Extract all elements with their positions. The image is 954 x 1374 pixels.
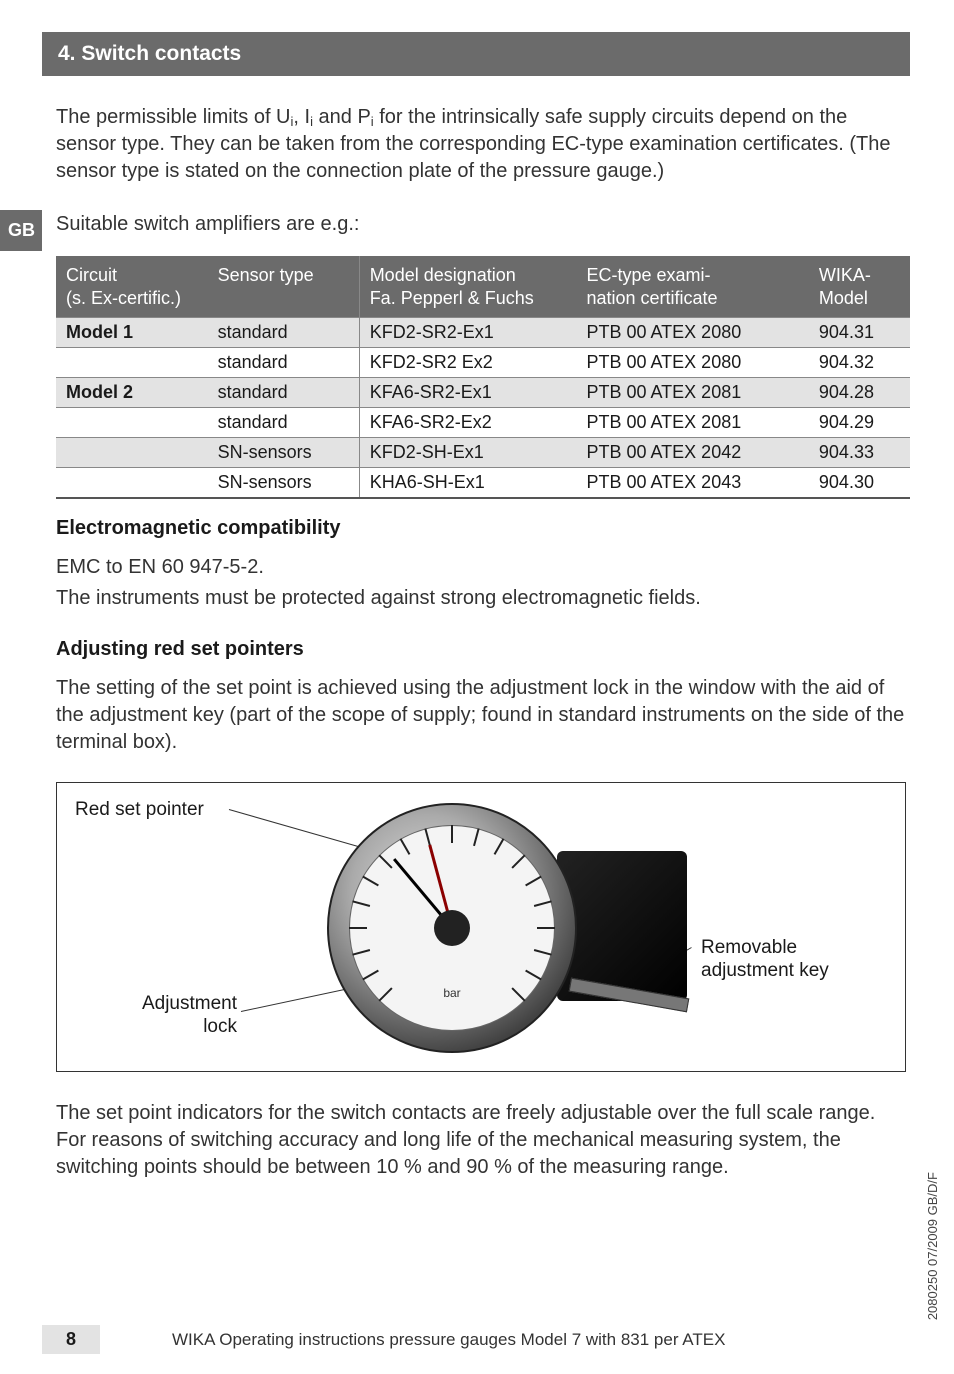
section-header: 4. Switch contacts: [42, 32, 910, 76]
cell-sensor: standard: [208, 348, 360, 378]
gauge-tick: [534, 900, 552, 907]
cell-circuit: [56, 408, 208, 438]
gauge-tick: [424, 828, 431, 846]
label-removable-key: Removable adjustment key: [701, 937, 829, 983]
page-number: 8: [42, 1325, 100, 1354]
diagram-frame: Red set pointer Adjustment lock Removabl…: [56, 782, 906, 1072]
gauge-tick: [494, 838, 505, 855]
gauge-tick: [362, 876, 379, 887]
cell-sensor: SN-sensors: [208, 438, 360, 468]
table-row: SN-sensorsKFD2-SH-Ex1PTB 00 ATEX 2042904…: [56, 438, 910, 468]
suitable-intro: Suitable switch amplifiers are e.g.:: [56, 211, 910, 238]
intro-paragraph: The permissible limits of Ui, Ii and Pi …: [56, 104, 910, 185]
cell-designation: KFD2-SR2-Ex1: [359, 318, 576, 348]
gauge-tick: [525, 970, 542, 981]
cell-wika-model: 904.28: [809, 378, 910, 408]
gauge-tick: [473, 828, 480, 846]
gauge-tick: [352, 949, 370, 956]
cell-wika-model: 904.33: [809, 438, 910, 468]
th-sensor: Sensor type: [208, 256, 360, 318]
footer-title: WIKA Operating instructions pressure gau…: [100, 1330, 725, 1350]
gauge-tick: [537, 927, 555, 929]
gauge-face: bar: [349, 825, 555, 1031]
gauge-tick: [378, 987, 392, 1001]
th-designation: Model designation Fa. Pepperl & Fuchs: [359, 256, 576, 318]
document-id-vertical: 2080250 07/2009 GB/D/F: [925, 1172, 940, 1320]
cell-sensor: SN-sensors: [208, 468, 360, 499]
cell-sensor: standard: [208, 378, 360, 408]
cell-designation: KFD2-SH-Ex1: [359, 438, 576, 468]
label-adjustment-lock: Adjustment lock: [117, 993, 237, 1039]
section-number: 4.: [58, 42, 76, 65]
setpoint-paragraph: The set point indicators for the switch …: [56, 1100, 910, 1181]
gauge-tick: [511, 854, 525, 868]
emc-line1: EMC to EN 60 947-5-2.: [56, 554, 910, 581]
table-row: Model 2standardKFA6-SR2-Ex1PTB 00 ATEX 2…: [56, 378, 910, 408]
emc-line2: The instruments must be protected agains…: [56, 585, 910, 612]
cell-designation: KFD2-SR2 Ex2: [359, 348, 576, 378]
gauge-tick: [400, 838, 411, 855]
page-footer: 8 WIKA Operating instructions pressure g…: [0, 1325, 954, 1354]
amplifier-table: Circuit (s. Ex-certific.) Sensor type Mo…: [56, 256, 910, 499]
cell-circuit: [56, 348, 208, 378]
table-row: Model 1standardKFD2-SR2-Ex1PTB 00 ATEX 2…: [56, 318, 910, 348]
gauge-diagram: Red set pointer Adjustment lock Removabl…: [56, 782, 910, 1072]
gauge-tick: [525, 876, 542, 887]
cell-ec-cert: PTB 00 ATEX 2080: [576, 348, 808, 378]
gauge-hub: [434, 910, 470, 946]
th-circuit: Circuit (s. Ex-certific.): [56, 256, 208, 318]
cell-wika-model: 904.32: [809, 348, 910, 378]
gauge-tick: [352, 900, 370, 907]
th-ec-cert: EC-type exami- nation certificate: [576, 256, 808, 318]
table-row: standardKFD2-SR2 Ex2PTB 00 ATEX 2080904.…: [56, 348, 910, 378]
th-wika-model: WIKA- Model: [809, 256, 910, 318]
cell-sensor: standard: [208, 408, 360, 438]
label-red-set-pointer: Red set pointer: [75, 799, 204, 821]
adjusting-heading: Adjusting red set pointers: [56, 638, 910, 661]
gauge-tick: [362, 970, 379, 981]
cell-wika-model: 904.29: [809, 408, 910, 438]
cell-ec-cert: PTB 00 ATEX 2081: [576, 408, 808, 438]
gauge-tick: [511, 987, 525, 1001]
gauge-tick: [451, 825, 453, 843]
cell-designation: KFA6-SR2-Ex2: [359, 408, 576, 438]
adjusting-paragraph: The setting of the set point is achieved…: [56, 675, 910, 756]
cell-ec-cert: PTB 00 ATEX 2081: [576, 378, 808, 408]
cell-designation: KFA6-SR2-Ex1: [359, 378, 576, 408]
gauge-unit-label: bar: [443, 986, 460, 1000]
gauge-tick: [378, 854, 392, 868]
cell-wika-model: 904.30: [809, 468, 910, 499]
cell-circuit: [56, 468, 208, 499]
cell-ec-cert: PTB 00 ATEX 2080: [576, 318, 808, 348]
table-row: SN-sensorsKHA6-SH-Ex1PTB 00 ATEX 2043904…: [56, 468, 910, 499]
cell-wika-model: 904.31: [809, 318, 910, 348]
cell-designation: KHA6-SH-Ex1: [359, 468, 576, 499]
cell-circuit: Model 2: [56, 378, 208, 408]
gauge-tick: [349, 927, 367, 929]
cell-circuit: Model 1: [56, 318, 208, 348]
table-row: standardKFA6-SR2-Ex2PTB 00 ATEX 2081904.…: [56, 408, 910, 438]
pressure-gauge: bar: [327, 803, 577, 1053]
emc-heading: Electromagnetic compatibility: [56, 517, 910, 540]
cell-ec-cert: PTB 00 ATEX 2043: [576, 468, 808, 499]
cell-sensor: standard: [208, 318, 360, 348]
cell-ec-cert: PTB 00 ATEX 2042: [576, 438, 808, 468]
section-title: Switch contacts: [81, 42, 241, 65]
page-content: 4. Switch contacts The permissible limit…: [0, 0, 954, 1181]
cell-circuit: [56, 438, 208, 468]
gauge-tick: [534, 949, 552, 956]
